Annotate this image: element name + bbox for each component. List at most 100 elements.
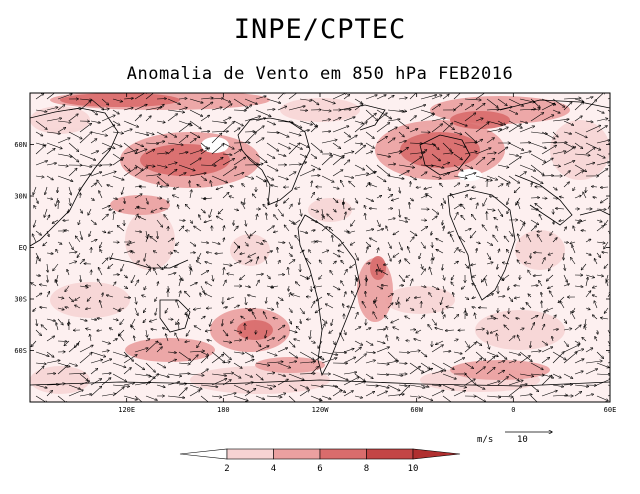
wind-arrow bbox=[288, 143, 300, 155]
wind-arrow bbox=[233, 261, 241, 265]
wind-arrow bbox=[519, 98, 535, 102]
wind-arrow bbox=[322, 216, 324, 221]
wind-arrow bbox=[244, 260, 252, 265]
wind-arrow bbox=[343, 212, 346, 221]
wind-arrow bbox=[123, 108, 133, 111]
wind-arrow bbox=[314, 286, 323, 287]
wind-arrow bbox=[222, 104, 232, 111]
wind-arrow bbox=[134, 164, 143, 170]
wind-arrow bbox=[101, 231, 106, 232]
wind-arrow bbox=[299, 274, 308, 279]
wind-arrow bbox=[145, 197, 148, 204]
wind-arrow bbox=[310, 126, 318, 133]
wind-arrow bbox=[56, 249, 58, 254]
wind-arrow bbox=[470, 198, 477, 199]
wind-arrow bbox=[167, 142, 183, 145]
wind-arrow bbox=[65, 285, 70, 292]
wind-arrow bbox=[47, 263, 48, 272]
wind-arrow bbox=[365, 95, 377, 100]
wind-arrow bbox=[35, 230, 41, 235]
wind-arrow bbox=[541, 131, 555, 139]
wind-arrow bbox=[349, 181, 356, 188]
wind-arrow bbox=[348, 230, 356, 233]
wind-arrow bbox=[200, 102, 213, 111]
wind-arrow bbox=[541, 115, 554, 122]
wind-arrow bbox=[35, 257, 38, 265]
wind-arrow bbox=[596, 226, 604, 232]
wind-arrow bbox=[255, 153, 267, 163]
colorbar: 2 4 6 8 10 bbox=[179, 448, 461, 474]
wind-arrow bbox=[585, 277, 588, 287]
wind-arrow bbox=[277, 153, 286, 156]
wind-arrow bbox=[574, 116, 582, 122]
wind-arrow bbox=[222, 167, 236, 177]
wind-arrow bbox=[398, 241, 402, 250]
wind-arrow bbox=[88, 208, 92, 215]
wind-arrow bbox=[563, 120, 574, 125]
wind-arrow bbox=[343, 160, 350, 166]
wind-arrow bbox=[215, 253, 224, 254]
wind-arrow bbox=[63, 220, 70, 221]
wind-arrow bbox=[200, 142, 207, 149]
wind-arrow bbox=[123, 142, 137, 153]
wind-arrow bbox=[332, 155, 344, 166]
wind-arrow bbox=[387, 194, 393, 199]
wind-arrow bbox=[376, 109, 391, 119]
wind-arrow bbox=[398, 171, 409, 177]
wind-arrow bbox=[175, 263, 180, 267]
wind-arrow bbox=[453, 153, 462, 160]
wind-arrow bbox=[475, 122, 489, 133]
wind-arrow bbox=[299, 130, 309, 133]
wind-arrow bbox=[145, 165, 155, 166]
wind-arrow bbox=[138, 207, 147, 209]
wind-arrow bbox=[486, 138, 494, 144]
wind-arrow bbox=[607, 142, 610, 145]
wind-arrow bbox=[200, 285, 204, 293]
wind-arrow bbox=[387, 252, 391, 261]
wind-arrow bbox=[541, 145, 556, 155]
wind-arrow bbox=[156, 131, 167, 137]
wind-arrow bbox=[409, 230, 417, 236]
wind-arrow bbox=[443, 226, 444, 232]
wind-arrow bbox=[101, 142, 115, 149]
wind-arrow bbox=[436, 239, 444, 243]
wind-arrow bbox=[530, 219, 539, 225]
wind-arrow bbox=[90, 109, 97, 115]
wind-arrow bbox=[332, 118, 341, 122]
wind-arrow bbox=[464, 229, 471, 232]
wind-arrow bbox=[552, 119, 569, 122]
wind-arrow bbox=[431, 104, 440, 111]
wind-arrow bbox=[252, 194, 257, 199]
wind-arrow bbox=[178, 123, 191, 133]
wind-arrow bbox=[354, 164, 364, 170]
wind-arrow bbox=[288, 120, 302, 128]
wind-arrow bbox=[573, 226, 575, 232]
wind-arrow bbox=[277, 208, 283, 216]
wind-arrow bbox=[563, 147, 576, 155]
wind-arrow bbox=[233, 149, 241, 155]
wind-arrow bbox=[574, 171, 583, 177]
colorbar-segment bbox=[226, 448, 274, 460]
wind-arrow bbox=[233, 157, 246, 166]
wind-arrow bbox=[572, 245, 576, 254]
wind-arrow bbox=[376, 153, 390, 157]
wind-arrow bbox=[79, 208, 82, 213]
wind-arrow bbox=[242, 184, 246, 188]
wind-arrow bbox=[376, 123, 390, 133]
wind-arrow bbox=[483, 197, 488, 206]
wind-arrow bbox=[154, 268, 158, 276]
wind-arrow bbox=[464, 173, 476, 177]
wind-arrow bbox=[548, 285, 554, 288]
wind-arrow bbox=[222, 117, 231, 122]
wind-arrow bbox=[155, 296, 158, 301]
wind-arrow bbox=[448, 230, 455, 233]
wind-arrow bbox=[329, 227, 334, 232]
wind-arrow bbox=[178, 278, 181, 287]
wind-arrow bbox=[222, 122, 234, 133]
wind-arrow bbox=[546, 274, 554, 281]
wind-arrow bbox=[144, 285, 146, 290]
wind-arrow bbox=[263, 204, 268, 210]
wind-arrow bbox=[387, 95, 394, 100]
wind-arrow bbox=[497, 208, 503, 216]
wind-arrow bbox=[266, 120, 275, 125]
